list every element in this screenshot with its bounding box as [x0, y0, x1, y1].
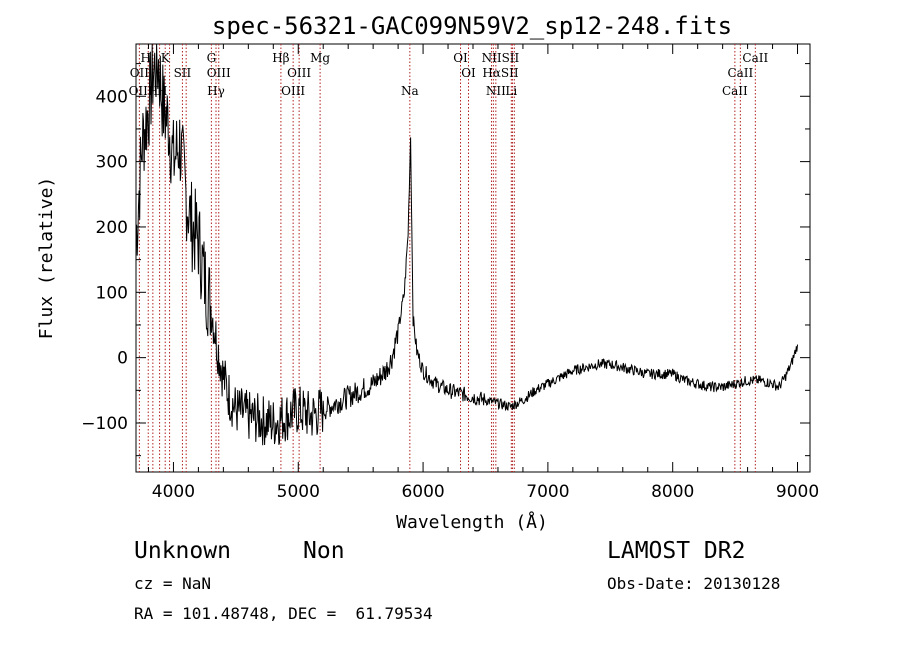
obs-date-text: Obs-Date: 20130128	[607, 574, 781, 593]
line-label: NIISII	[482, 51, 520, 65]
classification-text: Unknown	[134, 538, 231, 564]
x-tick-label: 4000	[152, 482, 195, 502]
line-label: HαSII	[482, 66, 519, 80]
spectrum-series	[135, 43, 798, 446]
line-label: K	[161, 51, 171, 65]
line-label: SII	[174, 66, 192, 80]
axes: 4000 5000 6000 7000 8000 9000 −100 0 100 200 300 40…	[81, 44, 819, 502]
line-label: OIII	[207, 66, 231, 80]
subclass-text: Non	[303, 538, 345, 564]
coords-text: RA = 101.48748, DEC = 61.79534	[134, 604, 433, 623]
cz-text: cz = NaN	[134, 574, 212, 593]
x-axis-label: Wavelength (Å)	[396, 511, 548, 533]
line-label: CaII	[727, 66, 753, 80]
line-label: OII	[130, 66, 150, 80]
x-tick-label: 9000	[776, 482, 819, 502]
line-label: Li	[505, 84, 517, 98]
line-label: G	[207, 51, 217, 65]
line-label: OIII	[287, 66, 311, 80]
line-label: CaII	[722, 84, 748, 98]
y-tick-label: 0	[117, 349, 128, 369]
line-labels: H K G Hβ Mg OI NIISII CaII OII SII OIII OIII OI HαSII…	[129, 51, 769, 98]
line-label: Hβ	[272, 51, 289, 65]
y-tick-label: 100	[96, 283, 128, 303]
y-axis-label: Flux (relative)	[36, 177, 57, 340]
line-label: OI	[461, 66, 476, 80]
line-label: CaII	[742, 51, 768, 65]
y-tick-label: 400	[96, 87, 128, 107]
line-label: OI	[453, 51, 468, 65]
x-tick-label: 6000	[401, 482, 444, 502]
survey-text: LAMOST DR2	[607, 538, 746, 564]
line-label: Mg	[310, 51, 330, 65]
line-label: H	[141, 51, 151, 65]
x-tick-label: 5000	[277, 482, 320, 502]
x-tick-label: 8000	[651, 482, 694, 502]
line-label: Hγ	[207, 84, 225, 98]
spectrum-line	[135, 43, 798, 446]
emission-lines	[138, 44, 756, 472]
line-label: OIII	[281, 84, 305, 98]
y-tick-label: 200	[96, 218, 128, 238]
y-tick-label: −100	[81, 414, 128, 434]
chart-title: spec-56321-GAC099N59V2_sp12-248.fits	[212, 12, 732, 40]
x-tick-label: 7000	[526, 482, 569, 502]
line-label: Na	[401, 84, 419, 98]
line-label: NII	[486, 84, 506, 98]
y-tick-label: 300	[96, 153, 128, 173]
